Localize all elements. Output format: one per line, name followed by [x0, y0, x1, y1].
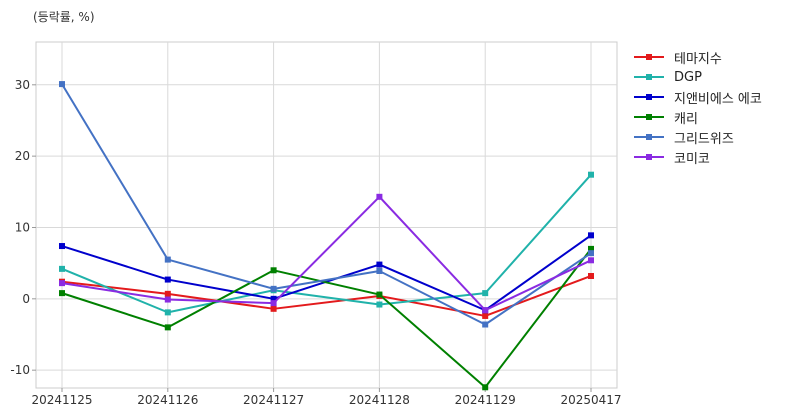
series-2-point [482, 290, 489, 297]
series-2-point [376, 301, 383, 308]
series-6-point [59, 280, 65, 287]
series-5-point [588, 250, 594, 257]
legend-label: 캐리 [674, 111, 698, 127]
series-3-point [376, 261, 383, 268]
series-2-point [588, 171, 594, 178]
legend-label: 코미코 [674, 151, 710, 167]
legend-swatch [634, 111, 664, 123]
legend-item: DGP [634, 67, 762, 87]
series-6-point [164, 296, 171, 303]
legend-marker [646, 74, 652, 80]
legend-swatch [634, 71, 664, 83]
x-tick-label: 20241129 [455, 393, 516, 407]
legend-item: 코미코 [634, 147, 762, 167]
series-line-1 [61, 275, 592, 317]
legend-swatch [634, 51, 664, 63]
legend-swatch [634, 91, 664, 103]
series-line-5 [61, 83, 592, 326]
series-3-point [270, 295, 277, 302]
legend-marker [646, 114, 652, 120]
series-5-point [270, 285, 277, 292]
legend-item: 지앤비에스 에코 [634, 87, 762, 107]
x-tick-label: 20241126 [137, 393, 198, 407]
legend-label: 지앤비에스 에코 [674, 91, 762, 107]
legend-swatch [634, 131, 664, 143]
plot-area [35, 41, 618, 389]
legend-swatch [634, 151, 664, 163]
series-5-point [376, 268, 383, 275]
series-3-point [588, 232, 594, 239]
x-tick-label: 20241127 [243, 393, 304, 407]
series-4-point [376, 291, 383, 298]
series-3-point [164, 276, 171, 283]
series-1-point [270, 305, 277, 312]
series-5-point [59, 81, 65, 88]
series-4-point [270, 267, 277, 274]
legend-marker [646, 54, 652, 60]
series-2-point [59, 265, 65, 272]
series-6-point [482, 307, 489, 314]
legend-item: 테마지수 [634, 47, 762, 67]
y-tick-label: -10 [10, 363, 30, 377]
series-1-point [482, 312, 489, 319]
series-1-point [588, 272, 594, 279]
series-2-point [164, 309, 171, 316]
x-tick-label: 20250417 [560, 393, 621, 407]
series-line-6 [61, 195, 592, 312]
legend-marker [646, 134, 652, 140]
x-tick-label: 20241125 [31, 393, 92, 407]
legend-label: 테마지수 [674, 51, 722, 67]
series-5-point [164, 256, 171, 263]
legend-item: 그리드위즈 [634, 127, 762, 147]
series-1-point [164, 290, 171, 297]
series-line-4 [61, 248, 592, 389]
y-tick-label: 20 [15, 149, 30, 163]
series-6-point [270, 300, 277, 307]
legend-label: 그리드위즈 [674, 131, 734, 147]
series-6-point [588, 257, 594, 264]
series-4-point [164, 324, 171, 331]
x-tick-label: 20241128 [349, 393, 410, 407]
series-6-point [376, 193, 383, 200]
series-5-point [482, 321, 489, 328]
y-axis-unit-label: (등락률, %) [33, 10, 95, 24]
y-tick-label: 0 [22, 292, 30, 306]
legend-item: 캐리 [634, 107, 762, 127]
y-tick-label: 10 [15, 220, 30, 234]
series-4-point [59, 290, 65, 297]
series-4-point [482, 384, 489, 391]
series-4-point [588, 245, 594, 252]
legend-marker [646, 94, 652, 100]
legend-label: DGP [674, 69, 702, 85]
y-tick-label: 30 [15, 78, 30, 92]
series-line-2 [61, 174, 592, 314]
series-3-point [59, 243, 65, 250]
legend-marker [646, 154, 652, 160]
